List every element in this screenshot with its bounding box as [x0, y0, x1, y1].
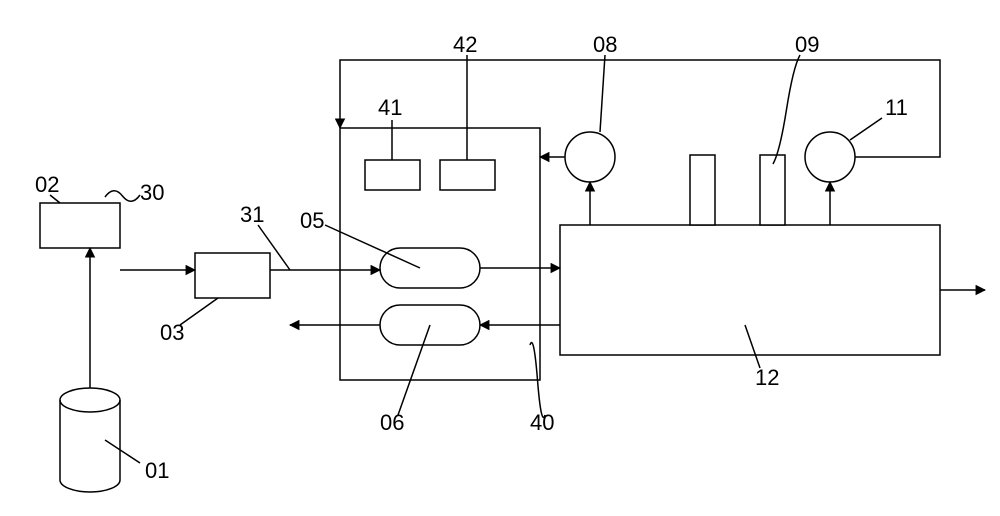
- box-42: [440, 160, 495, 190]
- label-03: 03: [160, 320, 184, 345]
- label-42: 42: [453, 32, 477, 57]
- label-30: 30: [140, 180, 164, 205]
- box-12: [560, 225, 940, 355]
- chim-left: [690, 155, 715, 225]
- label-09: 09: [795, 32, 819, 57]
- cylinder-01-bottom: [60, 480, 120, 492]
- cylinder-01-top: [60, 388, 120, 412]
- circ-08: [565, 132, 615, 182]
- label-08: 08: [593, 32, 617, 57]
- box-41: [365, 160, 420, 190]
- box-03: [195, 253, 270, 298]
- circ-11: [805, 132, 855, 182]
- leader-03: [180, 298, 218, 325]
- box-02: [40, 203, 120, 248]
- label-06: 06: [380, 410, 404, 435]
- chim-right: [760, 155, 785, 225]
- label-12: 12: [755, 365, 779, 390]
- leader-30: [105, 191, 140, 202]
- label-05: 05: [300, 208, 324, 233]
- label-31: 31: [240, 202, 264, 227]
- label-01: 01: [145, 458, 169, 483]
- label-11: 11: [885, 95, 908, 120]
- label-02: 02: [35, 172, 59, 197]
- leader-09: [773, 55, 800, 164]
- leader-11: [850, 118, 882, 140]
- caps-05: [380, 248, 480, 288]
- leader-01: [105, 440, 140, 463]
- leader-08: [600, 55, 605, 132]
- label-41: 41: [378, 95, 402, 120]
- label-40: 40: [530, 410, 554, 435]
